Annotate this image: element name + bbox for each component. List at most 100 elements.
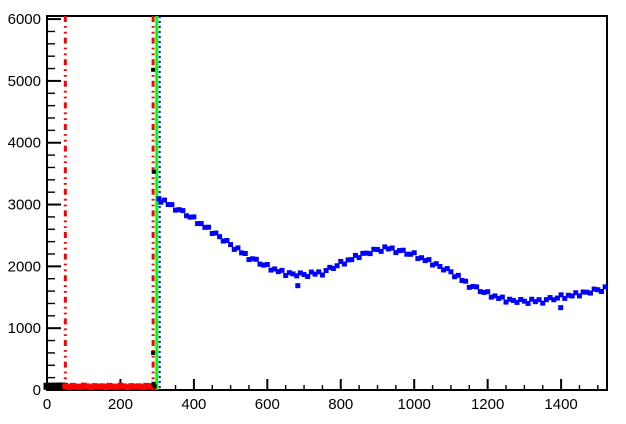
data-point	[319, 272, 325, 278]
data-point	[367, 251, 373, 257]
data-point	[206, 224, 212, 230]
data-point	[521, 298, 527, 304]
data-point	[341, 261, 347, 267]
data-point	[99, 383, 106, 390]
data-point	[352, 252, 358, 258]
data-point	[169, 202, 175, 208]
data-point	[584, 289, 590, 295]
data-point	[250, 256, 256, 262]
x-tick-label: 0	[43, 396, 51, 413]
data-point	[121, 383, 128, 390]
data-point	[470, 283, 476, 289]
data-point	[551, 297, 557, 303]
data-point	[393, 250, 399, 256]
data-point	[117, 382, 124, 389]
plot-frame	[46, 15, 608, 391]
data-point	[217, 234, 223, 240]
data-point	[514, 299, 520, 305]
data-point	[481, 289, 487, 295]
data-point	[323, 268, 329, 274]
data-point	[411, 250, 417, 256]
data-point	[363, 250, 369, 256]
data-point	[374, 247, 380, 253]
data-point	[301, 272, 307, 278]
data-point	[562, 295, 568, 301]
x-tick-label: 1000	[398, 396, 431, 413]
data-point	[430, 262, 436, 268]
data-point	[213, 230, 219, 236]
data-point	[187, 214, 193, 220]
data-point	[202, 224, 208, 230]
data-point	[595, 287, 601, 293]
data-point	[488, 294, 494, 300]
data-point	[602, 284, 608, 290]
data-point	[459, 277, 465, 283]
data-point	[397, 248, 403, 254]
data-point	[529, 296, 535, 302]
data-point	[88, 384, 95, 391]
data-point	[510, 297, 516, 303]
black-outlier-points	[151, 67, 157, 389]
data-point	[102, 384, 109, 391]
data-point	[356, 255, 362, 261]
data-point	[466, 284, 472, 290]
data-point	[338, 258, 344, 264]
data-point	[419, 255, 425, 261]
data-point	[246, 257, 252, 263]
data-point	[507, 296, 513, 302]
data-point	[448, 269, 454, 275]
data-point	[73, 383, 80, 390]
data-point	[80, 382, 87, 389]
data-point	[180, 208, 186, 214]
data-point	[316, 269, 322, 275]
data-point	[173, 207, 179, 213]
y-tick-label: 0	[33, 382, 41, 399]
data-point	[151, 67, 156, 72]
y-tick-label: 5000	[8, 73, 41, 90]
x-tick-label: 200	[108, 396, 133, 413]
data-point	[360, 250, 366, 256]
data-point	[62, 383, 69, 390]
data-point	[69, 382, 76, 389]
data-point	[139, 384, 146, 391]
data-point	[389, 245, 395, 251]
data-point	[124, 384, 131, 391]
data-point	[132, 383, 139, 390]
data-point	[151, 381, 156, 386]
x-tick-label: 400	[181, 396, 206, 413]
data-point	[426, 257, 432, 263]
data-point	[492, 293, 498, 299]
data-point	[242, 251, 248, 257]
data-point	[297, 270, 303, 276]
data-point	[437, 263, 443, 269]
data-point	[162, 197, 168, 203]
data-point	[441, 267, 447, 273]
data-point	[525, 300, 531, 306]
data-point	[283, 273, 289, 279]
data-point	[334, 263, 340, 269]
data-point	[151, 169, 156, 174]
x-tick-label: 600	[255, 396, 280, 413]
data-point	[84, 383, 91, 390]
data-point	[295, 283, 301, 289]
data-point	[257, 261, 263, 267]
data-point	[587, 290, 593, 296]
data-point	[195, 221, 201, 227]
data-point	[565, 292, 571, 298]
x-tick-label: 800	[328, 396, 353, 413]
y-tick-label: 4000	[8, 135, 41, 152]
data-point	[463, 278, 469, 284]
data-point	[382, 244, 388, 250]
data-point	[532, 299, 538, 305]
x-tick-label: 1200	[471, 396, 504, 413]
data-point	[569, 293, 575, 299]
data-point	[113, 383, 120, 390]
data-point	[312, 271, 318, 277]
data-point	[290, 271, 296, 277]
data-point	[152, 384, 157, 389]
data-point	[543, 297, 549, 303]
data-point	[349, 257, 355, 263]
y-tick-label: 6000	[8, 11, 41, 28]
x-axis: 0 200 400 600 800 1000 1200 1400	[43, 379, 599, 413]
